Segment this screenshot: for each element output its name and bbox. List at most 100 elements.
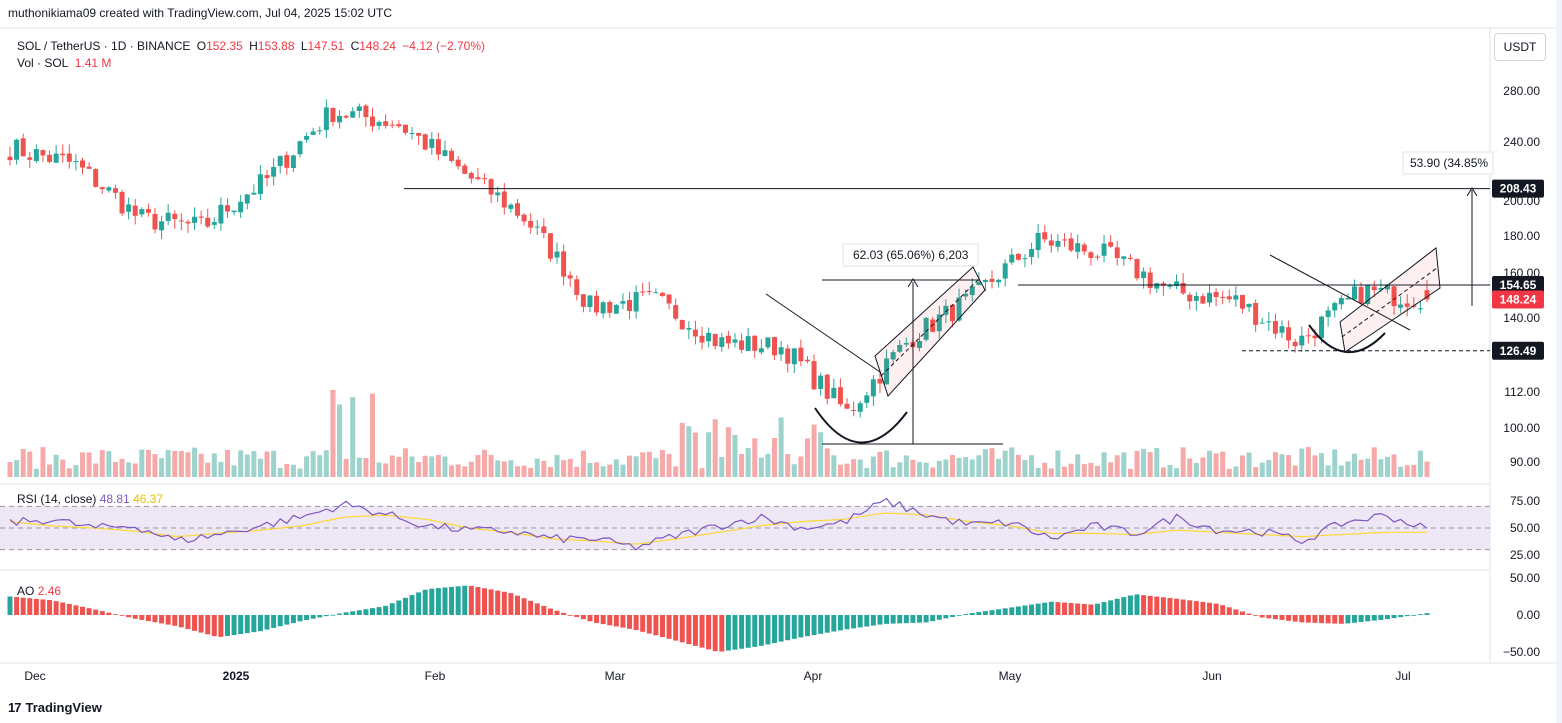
volume-bar (1088, 463, 1094, 477)
candle-body (1391, 286, 1397, 307)
price-label: 154.65 (1500, 278, 1537, 292)
volume-bar (1035, 467, 1041, 477)
volume-bar (620, 464, 626, 477)
ao-bar (488, 589, 494, 615)
candle-body (706, 332, 712, 342)
volume-bar (580, 450, 586, 477)
candle-body (119, 191, 125, 214)
candle-body (561, 251, 567, 277)
ao-bar (798, 615, 804, 638)
volume-bar (1358, 459, 1364, 477)
ao-bar (14, 597, 20, 615)
volume-bar (205, 462, 211, 477)
price-tick-label: 140.00 (1503, 311, 1540, 325)
ao-bar (1167, 597, 1173, 615)
volume-bar (831, 455, 837, 477)
rising-channel (874, 266, 986, 397)
volume-bar (1226, 468, 1232, 477)
volume-bar (47, 464, 53, 477)
ao-bar (1174, 598, 1180, 615)
currency-button[interactable]: USDT (1494, 33, 1546, 61)
price-tick-label: 280.00 (1503, 84, 1540, 98)
volume-bar (350, 397, 356, 477)
volume-row: Vol · SOL 1.41 M (17, 55, 488, 72)
candle-body (86, 166, 92, 169)
candle-body (1048, 240, 1054, 246)
ao-bar (7, 596, 13, 615)
candle-body (877, 379, 883, 384)
candle-body (1332, 303, 1338, 311)
price-label-box (1492, 341, 1544, 360)
ao-bar (706, 615, 712, 650)
tradingview-brand[interactable]: TradingView (25, 700, 102, 715)
volume-bar (514, 466, 520, 477)
volume-bar (1015, 454, 1021, 477)
volume-label[interactable]: Vol · SOL (17, 56, 69, 70)
candle-body (396, 124, 402, 127)
ao-bar (844, 615, 850, 630)
ao-bar (402, 597, 408, 615)
ao-bar (284, 615, 290, 625)
ao-bar (514, 595, 520, 615)
ao-bar (1239, 611, 1245, 615)
candle-body (1154, 283, 1160, 289)
ao-bar (192, 615, 198, 631)
candle-body (725, 335, 731, 344)
ao-bar (1207, 602, 1213, 615)
ao-tick-label: 0.00 (1517, 608, 1541, 622)
volume-bar (982, 449, 988, 477)
candle-body (982, 279, 988, 283)
candle-body (923, 317, 929, 340)
candle-body (1266, 321, 1272, 323)
volume-bar (1325, 465, 1331, 477)
candle-body (1022, 258, 1028, 260)
volume-bar (1009, 447, 1015, 477)
rsi-legend-label[interactable]: RSI (14, close) (17, 492, 97, 506)
candle-body (402, 124, 408, 133)
ao-bar (257, 615, 263, 632)
volume-bar (1292, 465, 1298, 477)
volume-bar (1345, 461, 1351, 477)
volume-bar (844, 463, 850, 477)
ohlc-row: SOL / TetherUS · 1D · BINANCE O152.35 H1… (17, 38, 488, 55)
volume-bar (897, 462, 903, 477)
candle-body (897, 345, 903, 352)
candle-body (884, 358, 890, 385)
volume-bar (7, 461, 13, 477)
volume-bar (449, 465, 455, 477)
ao-bar (330, 614, 336, 616)
symbol-name[interactable]: SOL / TetherUS · 1D · BINANCE (17, 39, 191, 53)
candle-body (1029, 249, 1035, 257)
candle-body (646, 290, 652, 292)
candle-body (73, 161, 79, 163)
ao-bar (936, 615, 942, 620)
volume-bar (963, 457, 969, 477)
ao-legend-label[interactable]: AO (17, 584, 35, 598)
candle-body (33, 149, 39, 162)
volume-bar (785, 454, 791, 477)
volume-bar (1233, 466, 1239, 477)
candle-body (640, 291, 646, 293)
volume-bar (521, 465, 527, 477)
volume-bar (666, 453, 672, 477)
candle-body (330, 107, 336, 123)
ao-bar (1002, 608, 1008, 615)
open-value: 152.35 (206, 39, 243, 53)
ao-bar (1160, 597, 1166, 615)
volume-bar (752, 438, 758, 477)
change-value: −4.12 (−2.70%) (402, 39, 486, 53)
candle-body (1259, 322, 1265, 324)
rsi-tick-label: 75.00 (1510, 494, 1540, 508)
candle-body (1345, 298, 1351, 300)
candle-body (383, 121, 389, 126)
ao-bar (1299, 615, 1305, 623)
volume-bar (244, 454, 250, 477)
candle-body (317, 130, 323, 132)
volume-bar (343, 458, 349, 477)
ao-bar (1193, 601, 1199, 615)
ao-bar (620, 615, 626, 628)
volume-bar (1167, 465, 1173, 477)
volume-bar (1081, 464, 1087, 477)
downtrend-line (1269, 254, 1411, 331)
